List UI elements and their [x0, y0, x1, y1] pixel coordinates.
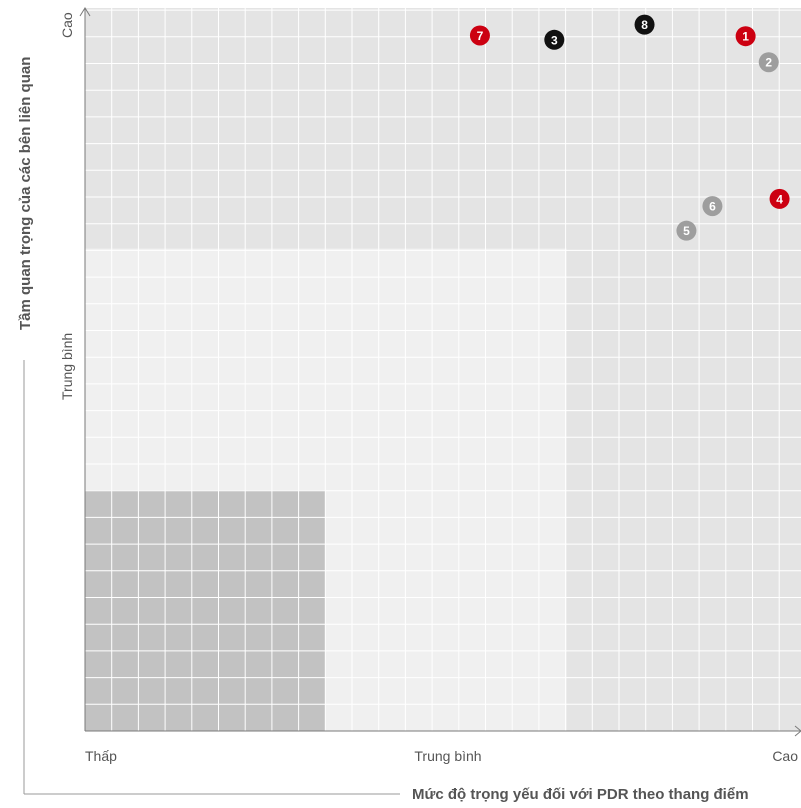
data-point-label: 6 [709, 200, 716, 214]
data-point-label: 7 [477, 29, 484, 43]
data-point-label: 5 [683, 224, 690, 238]
data-point-1: 1 [735, 26, 756, 47]
zone-high-right [566, 8, 801, 731]
data-point-8: 8 [634, 14, 655, 35]
y-axis-arrow-icon [79, 7, 91, 17]
y-axis-title: Tầm quan trọng của các bên liên quan [17, 57, 34, 330]
grid-lines [85, 8, 801, 731]
data-point-4: 4 [769, 188, 790, 209]
y-tick-medium: Trung bình [59, 333, 75, 400]
data-point-label: 2 [765, 56, 772, 70]
zone-low [85, 490, 326, 731]
data-point-3: 3 [544, 29, 565, 50]
x-axis-arrow-icon [794, 725, 801, 737]
data-point-label: 3 [551, 33, 558, 47]
data-points: 1 2 3 4 5 6 7 8 [469, 14, 790, 241]
data-point-marker [469, 25, 490, 46]
data-point-marker [735, 26, 756, 47]
data-point-5: 5 [676, 220, 697, 241]
x-tick-high: Cao [772, 748, 798, 764]
data-point-2: 2 [758, 52, 779, 73]
data-point-label: 1 [742, 30, 749, 44]
data-point-label: 8 [641, 18, 648, 32]
data-point-marker [544, 29, 565, 50]
y-tick-high: Cao [59, 12, 75, 38]
data-point-label: 4 [776, 192, 783, 206]
data-point-marker [702, 196, 723, 217]
data-point-marker [758, 52, 779, 73]
x-tick-low: Thấp [85, 748, 117, 764]
x-axis-title: Mức độ trọng yếu đối với PDR theo thang … [412, 786, 749, 803]
data-point-7: 7 [469, 25, 490, 46]
data-point-6: 6 [702, 196, 723, 217]
data-point-marker [634, 14, 655, 35]
data-point-marker [676, 220, 697, 241]
data-point-marker [769, 188, 790, 209]
x-tick-medium: Trung bình [414, 748, 481, 764]
